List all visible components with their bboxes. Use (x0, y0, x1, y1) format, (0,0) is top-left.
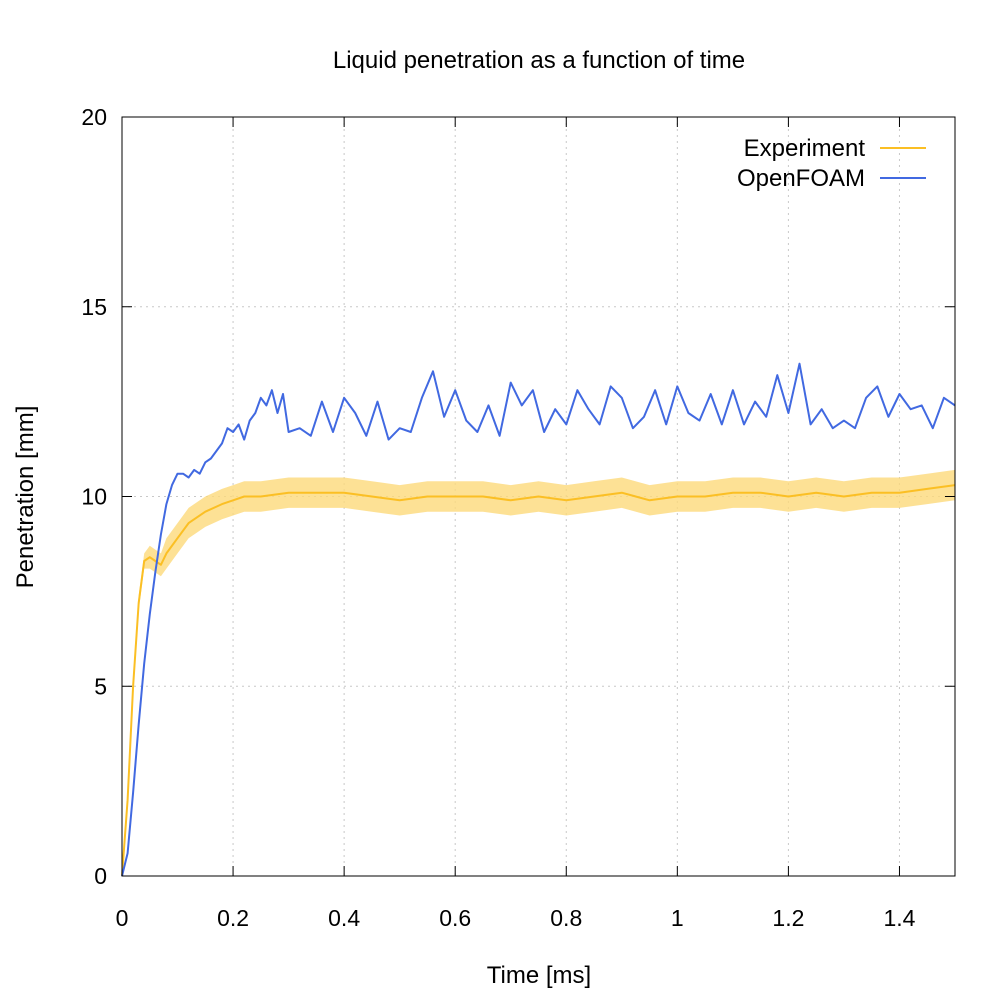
x-tick-label: 1 (671, 905, 684, 931)
y-tick-label: 0 (94, 863, 107, 889)
x-tick-label: 0.6 (439, 905, 471, 931)
x-tick-label: 1.2 (772, 905, 804, 931)
experiment-uncertainty-band (122, 469, 955, 876)
chart-title: Liquid penetration as a function of time (333, 47, 745, 74)
x-tick-label: 0.8 (550, 905, 582, 931)
x-tick-label: 0.4 (328, 905, 360, 931)
legend-label-openfoam: OpenFOAM (737, 165, 865, 192)
legend: Experiment OpenFOAM (737, 135, 926, 192)
y-tick-label: 10 (81, 484, 107, 510)
axes: 0 0.2 0.4 0.6 0.8 1 1.2 1.4 0 5 10 15 20 (81, 104, 956, 931)
x-tick-label: 0.2 (217, 905, 249, 931)
y-axis-label: Penetration [mm] (12, 406, 39, 589)
experiment-series-line (121, 484, 956, 877)
x-tick-label: 0 (116, 905, 129, 931)
y-tick-label: 5 (94, 673, 107, 699)
y-tick-label: 15 (81, 294, 107, 320)
x-tick-label: 1.4 (883, 905, 915, 931)
y-tick-label: 20 (81, 104, 107, 130)
x-axis-label: Time [ms] (487, 962, 591, 989)
experiment-band-layer (122, 469, 955, 876)
openfoam-series-line (121, 362, 956, 877)
legend-label-experiment: Experiment (744, 135, 866, 162)
series-layer (121, 362, 956, 877)
